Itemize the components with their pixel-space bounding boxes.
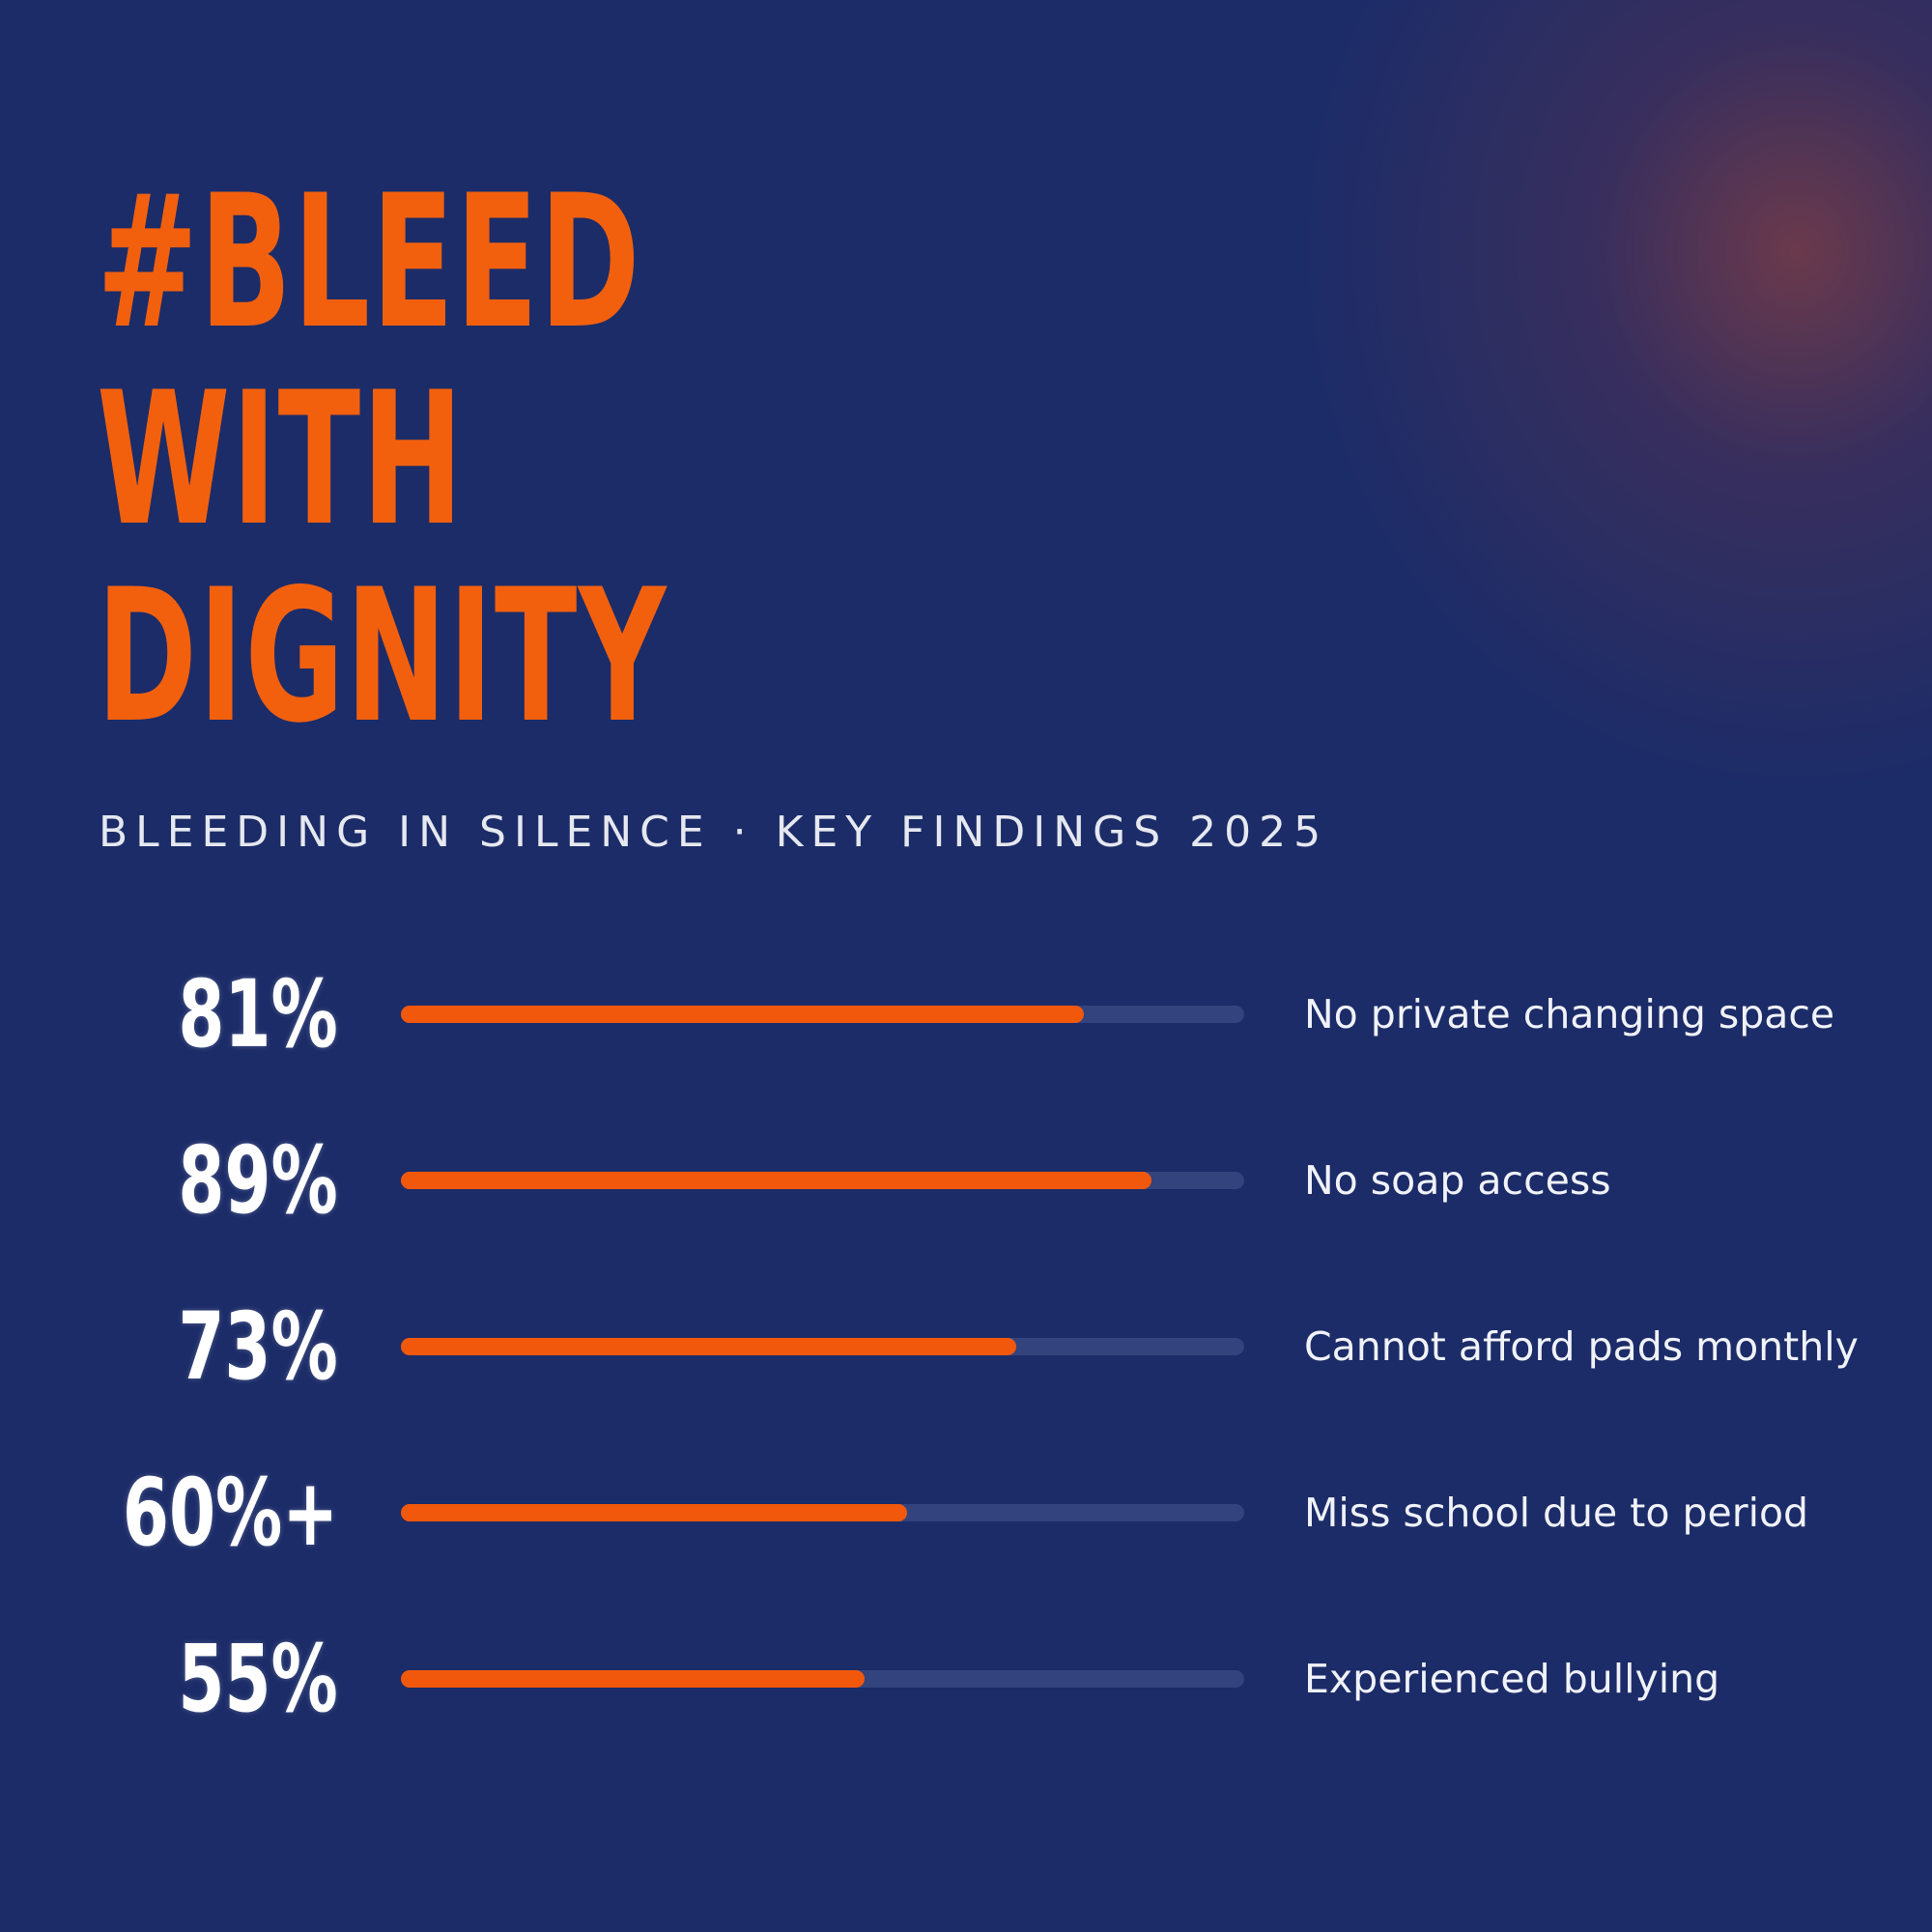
bar-fill xyxy=(401,1670,866,1688)
bar-fill xyxy=(401,1338,1017,1355)
bar-category-label: Experienced bullying xyxy=(1304,1656,1720,1702)
findings-bar-chart: 81% No private changing space 89% No soap a… xyxy=(0,956,1932,1787)
headline-line-2: WITH xyxy=(97,353,465,566)
headline: #BLEED WITH DIGNITY xyxy=(97,164,668,755)
bar-value-label: 73% xyxy=(178,1293,338,1401)
bar-category-label: Cannot afford pads monthly xyxy=(1304,1323,1859,1370)
subtitle: BLEEDING IN SILENCE · KEY FINDINGS 2025 xyxy=(99,808,1329,857)
headline-line-3: DIGNITY xyxy=(97,550,668,763)
bar-category-label: Miss school due to period xyxy=(1304,1490,1809,1536)
bar-row: 60%+ Miss school due to period xyxy=(0,1455,1932,1571)
bar-category-label: No private changing space xyxy=(1304,991,1835,1037)
bar-track xyxy=(401,1338,1244,1355)
bar-row: 81% No private changing space xyxy=(0,956,1932,1072)
bar-row: 73% Cannot afford pads monthly xyxy=(0,1289,1932,1405)
bar-track xyxy=(401,1172,1244,1189)
bar-value-label: 60%+ xyxy=(122,1459,338,1567)
bar-fill xyxy=(401,1504,907,1521)
bar-category-label: No soap access xyxy=(1304,1157,1611,1204)
bar-value-label: 81% xyxy=(178,960,338,1068)
bar-track xyxy=(401,1006,1244,1023)
bar-fill xyxy=(401,1172,1151,1189)
bar-row: 55% Experienced bullying xyxy=(0,1621,1932,1737)
bar-value-label: 55% xyxy=(178,1625,338,1733)
bar-row: 89% No soap access xyxy=(0,1122,1932,1238)
headline-line-1: #BLEED xyxy=(97,156,641,369)
bar-fill xyxy=(401,1006,1085,1023)
bar-track xyxy=(401,1504,1244,1521)
bar-value-label: 89% xyxy=(178,1126,338,1235)
bar-track xyxy=(401,1670,1244,1688)
